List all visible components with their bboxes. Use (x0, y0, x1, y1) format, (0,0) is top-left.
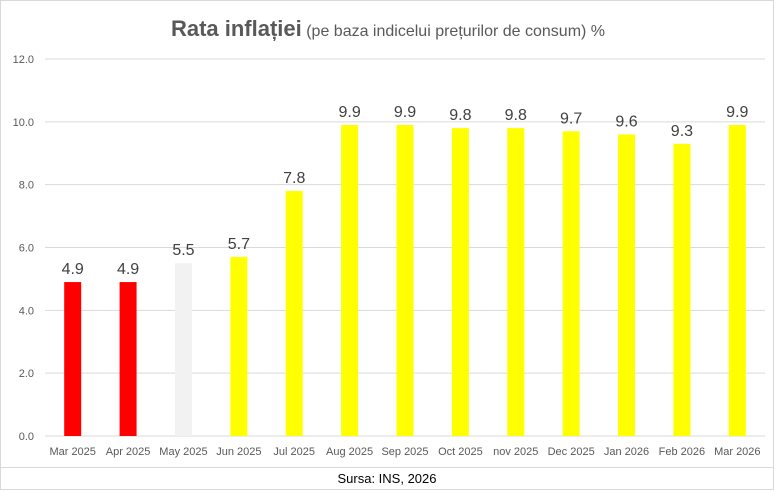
bar (618, 134, 636, 436)
x-tick-label: Jun 2025 (216, 446, 261, 458)
y-tick-label: 10.0 (13, 117, 34, 129)
x-tick-label: Apr 2025 (106, 446, 151, 458)
y-axis-ticks: 0.0 2.0 4.0 6.0 8.0 10.0 12.0 (13, 54, 34, 443)
x-tick-label: Oct 2025 (438, 446, 483, 458)
x-tick-label: Sep 2025 (381, 446, 428, 458)
bar (451, 128, 469, 436)
x-tick-label: Jul 2025 (273, 446, 315, 458)
chart-title: Rata inflației (pe baza indicelui prețur… (0, 16, 776, 42)
bar (119, 282, 137, 436)
bar (174, 263, 192, 436)
data-labels: 4.9 4.9 5.5 5.7 7.8 9.9 9.9 9.8 9.8 9.7 9.6 9.3 9.9 (62, 104, 749, 278)
x-tick-label: nov 2025 (493, 446, 538, 458)
y-tick-label: 12.0 (13, 54, 34, 66)
chart-subtitle: (pe baza indicelui prețurilor de consum)… (306, 23, 606, 40)
data-label: 5.7 (228, 236, 250, 253)
y-tick-label: 4.0 (19, 305, 34, 317)
x-tick-label: Mar 2025 (49, 446, 95, 458)
bar (285, 190, 303, 436)
chart-plot: 0.0 2.0 4.0 6.0 8.0 10.0 12.0 4.9 4.9 5.5 5.7 7.8 9… (13, 54, 765, 458)
bar (341, 124, 359, 436)
data-label: 4.9 (117, 261, 139, 278)
bar (673, 143, 691, 436)
data-label: 9.8 (449, 107, 471, 124)
bar (562, 131, 580, 436)
x-tick-label: Feb 2026 (659, 446, 705, 458)
data-label: 9.9 (338, 104, 360, 121)
bar (64, 282, 82, 436)
y-tick-label: 6.0 (19, 243, 34, 255)
x-tick-label: May 2025 (159, 446, 207, 458)
y-tick-label: 0.0 (19, 431, 34, 443)
data-label: 9.9 (394, 104, 416, 121)
data-label: 9.6 (615, 113, 637, 130)
bar (230, 256, 248, 436)
data-label: 4.9 (62, 261, 84, 278)
y-tick-label: 2.0 (19, 368, 34, 380)
data-label: 5.5 (172, 242, 194, 259)
source-note: Sursa: INS, 2026 (0, 468, 774, 490)
bar (728, 124, 746, 436)
data-label: 7.8 (283, 170, 305, 187)
x-tick-label: Jan 2026 (604, 446, 649, 458)
x-tick-label: Aug 2025 (326, 446, 373, 458)
data-label: 9.8 (505, 107, 527, 124)
bars (64, 124, 746, 436)
x-axis-ticks: Mar 2025 Apr 2025 May 2025 Jun 2025 Jul 2025… (49, 446, 760, 458)
data-label: 9.3 (671, 123, 693, 140)
y-tick-label: 8.0 (19, 180, 34, 192)
data-label: 9.9 (726, 104, 748, 121)
chart-title-main: Rata inflației (170, 16, 302, 41)
bar (507, 128, 525, 436)
bar (396, 124, 414, 436)
x-tick-label: Dec 2025 (548, 446, 595, 458)
data-label: 9.7 (560, 110, 582, 127)
x-tick-label: Mar 2026 (714, 446, 760, 458)
